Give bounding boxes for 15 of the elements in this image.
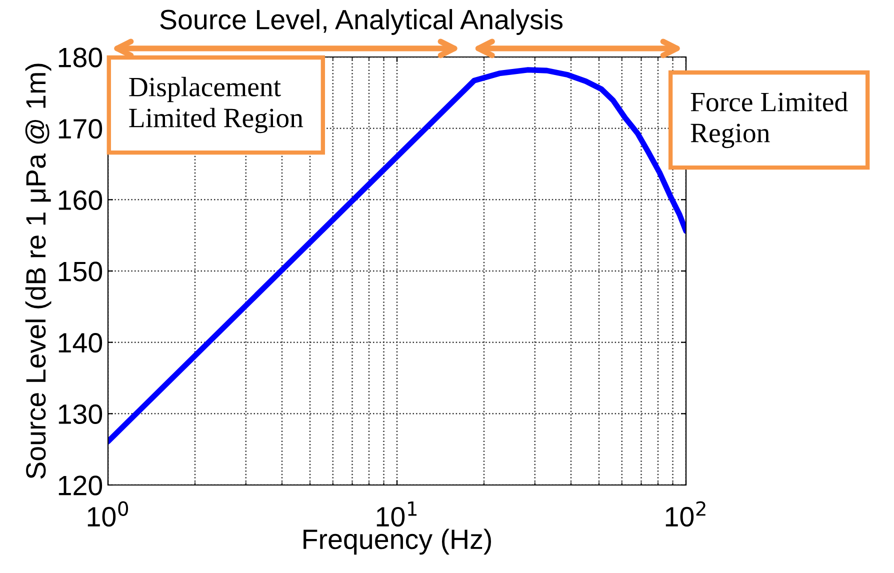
chart-title: Source Level, Analytical Analysis [160, 9, 563, 35]
x-tick-label: 10$^{1}$ [376, 502, 417, 527]
x-tick-label: 10$^{2}$ [666, 501, 706, 527]
text: Force Limited Region [690, 92, 848, 148]
y-tick-label: 180 [58, 48, 102, 68]
y-tick-label: 130 [58, 404, 102, 424]
y-tick-label: 160 [58, 190, 102, 210]
y-tick-label: 170 [58, 119, 102, 139]
y-tick-label: 140 [58, 333, 102, 353]
y-tick-label: 150 [58, 262, 102, 282]
x-tick-label: 10$^{0}$ [88, 501, 128, 527]
y-tick-label: 120 [58, 476, 102, 496]
y-axis-title: Source Level (dB re 1 μPa @ 1m) [25, 64, 52, 479]
x-axis-title: Frequency (Hz) [304, 528, 491, 555]
annotation: Displacement Limited Region [129, 76, 304, 134]
